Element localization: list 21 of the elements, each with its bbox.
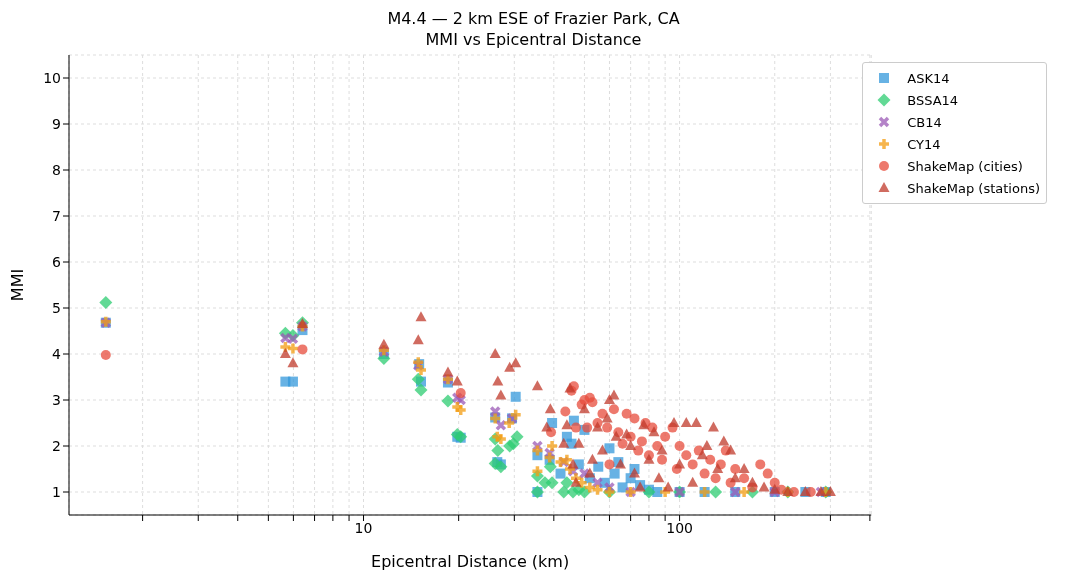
y-tick-label: 9 [52, 115, 61, 132]
y-tick-label: 5 [52, 299, 61, 316]
y-tick-label: 1 [52, 483, 61, 500]
legend-label: CB14 [907, 114, 942, 130]
y-tick-label: 3 [52, 391, 61, 408]
legend-label: BSSA14 [907, 92, 959, 108]
legend-label: CY14 [907, 136, 941, 152]
legend-label: ShakeMap (stations) [907, 180, 1040, 196]
y-axis-title: MMI [7, 268, 27, 302]
y-tick-label: 10 [43, 69, 61, 86]
y-tick-label: 8 [52, 161, 61, 178]
y-tick-label: 2 [52, 437, 61, 454]
y-tick-label: 4 [52, 345, 62, 362]
legend-label: ASK14 [907, 70, 950, 86]
chart-title: M4.4 — 2 km ESE of Frazier Park, CA [386, 8, 681, 29]
legend-label: ShakeMap (cities) [907, 158, 1023, 174]
chart-subtitle: MMI vs Epicentral Distance [424, 29, 643, 50]
x-tick-label: 100 [666, 519, 693, 536]
y-tick-label: 7 [52, 207, 61, 224]
y-tick-label: 6 [52, 253, 62, 270]
x-axis-title: Epicentral Distance (km) [371, 552, 570, 571]
